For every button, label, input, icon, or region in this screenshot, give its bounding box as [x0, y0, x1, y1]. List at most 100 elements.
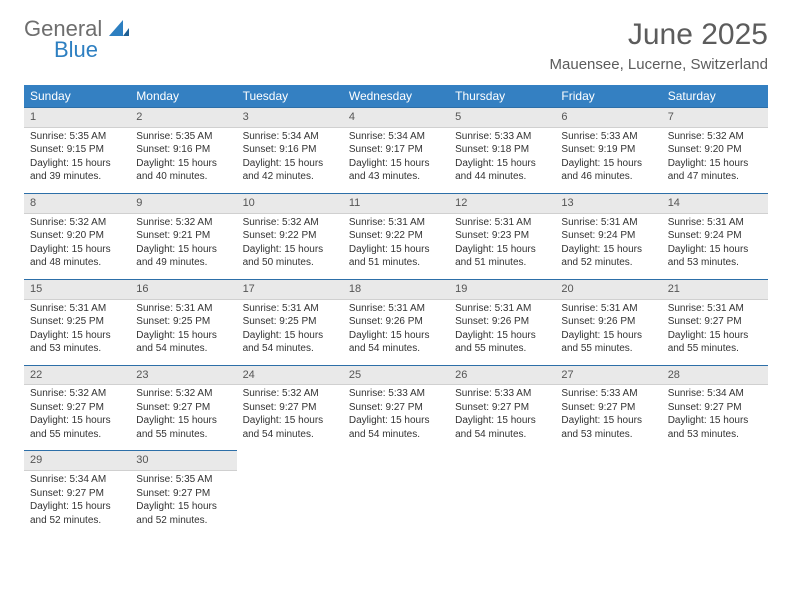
cell-daylight1: Daylight: 15 hours [136, 243, 230, 257]
cell-daylight2: and 53 minutes. [668, 256, 762, 270]
cell-sunset: Sunset: 9:23 PM [455, 229, 549, 243]
cell-daylight2: and 40 minutes. [136, 170, 230, 184]
cell-daylight2: and 48 minutes. [30, 256, 124, 270]
day-number-cell: 5 [449, 108, 555, 128]
cell-daylight1: Daylight: 15 hours [349, 157, 443, 171]
day-number-cell: 10 [237, 193, 343, 213]
cell-daylight2: and 52 minutes. [136, 514, 230, 528]
day-data-cell: Sunrise: 5:31 AMSunset: 9:25 PMDaylight:… [130, 299, 236, 365]
cell-sunrise: Sunrise: 5:31 AM [455, 216, 549, 230]
cell-daylight2: and 53 minutes. [30, 342, 124, 356]
day-number-cell: 18 [343, 279, 449, 299]
cell-sunset: Sunset: 9:15 PM [30, 143, 124, 157]
cell-sunset: Sunset: 9:27 PM [668, 401, 762, 415]
day-number-cell: 1 [24, 108, 130, 128]
cell-daylight1: Daylight: 15 hours [455, 414, 549, 428]
cell-daylight1: Daylight: 15 hours [561, 243, 655, 257]
day-data-cell: Sunrise: 5:34 AMSunset: 9:16 PMDaylight:… [237, 127, 343, 193]
page: General Blue June 2025 Mauensee, Lucerne… [0, 0, 792, 555]
logo: General Blue [24, 18, 129, 61]
cell-sunrise: Sunrise: 5:33 AM [561, 130, 655, 144]
day-number-cell: 19 [449, 279, 555, 299]
cell-sunset: Sunset: 9:20 PM [668, 143, 762, 157]
cell-sunrise: Sunrise: 5:33 AM [455, 387, 549, 401]
day-data-cell: Sunrise: 5:32 AMSunset: 9:27 PMDaylight:… [237, 385, 343, 451]
cell-daylight1: Daylight: 15 hours [349, 414, 443, 428]
cell-daylight2: and 54 minutes. [455, 428, 549, 442]
cell-daylight2: and 51 minutes. [455, 256, 549, 270]
cell-sunset: Sunset: 9:27 PM [349, 401, 443, 415]
cell-sunrise: Sunrise: 5:33 AM [455, 130, 549, 144]
cell-daylight1: Daylight: 15 hours [30, 243, 124, 257]
cell-daylight2: and 55 minutes. [561, 342, 655, 356]
day-number-cell: 13 [555, 193, 661, 213]
day-data-cell: Sunrise: 5:33 AMSunset: 9:19 PMDaylight:… [555, 127, 661, 193]
cell-sunset: Sunset: 9:19 PM [561, 143, 655, 157]
cell-daylight1: Daylight: 15 hours [668, 157, 762, 171]
day-data-cell: Sunrise: 5:31 AMSunset: 9:25 PMDaylight:… [237, 299, 343, 365]
day-number-cell [449, 451, 555, 471]
cell-daylight2: and 52 minutes. [30, 514, 124, 528]
day-number-cell: 20 [555, 279, 661, 299]
cell-sunrise: Sunrise: 5:32 AM [136, 387, 230, 401]
day-number-cell: 24 [237, 365, 343, 385]
cell-sunset: Sunset: 9:27 PM [668, 315, 762, 329]
col-friday: Friday [555, 85, 661, 108]
cell-daylight1: Daylight: 15 hours [668, 243, 762, 257]
day-data-cell [237, 471, 343, 537]
cell-sunset: Sunset: 9:24 PM [668, 229, 762, 243]
cell-sunrise: Sunrise: 5:32 AM [30, 387, 124, 401]
cell-sunrise: Sunrise: 5:33 AM [349, 387, 443, 401]
cell-sunrise: Sunrise: 5:34 AM [30, 473, 124, 487]
cell-sunset: Sunset: 9:26 PM [455, 315, 549, 329]
cell-sunrise: Sunrise: 5:35 AM [30, 130, 124, 144]
day-data-cell: Sunrise: 5:31 AMSunset: 9:24 PMDaylight:… [555, 213, 661, 279]
cell-sunset: Sunset: 9:21 PM [136, 229, 230, 243]
cell-daylight2: and 42 minutes. [243, 170, 337, 184]
cell-sunset: Sunset: 9:22 PM [349, 229, 443, 243]
daynum-row: 1234567 [24, 108, 768, 128]
data-row: Sunrise: 5:31 AMSunset: 9:25 PMDaylight:… [24, 299, 768, 365]
day-number-cell: 17 [237, 279, 343, 299]
day-data-cell: Sunrise: 5:31 AMSunset: 9:24 PMDaylight:… [662, 213, 768, 279]
cell-daylight1: Daylight: 15 hours [668, 329, 762, 343]
cell-daylight1: Daylight: 15 hours [30, 329, 124, 343]
cell-sunset: Sunset: 9:24 PM [561, 229, 655, 243]
cell-sunrise: Sunrise: 5:31 AM [455, 302, 549, 316]
cell-daylight1: Daylight: 15 hours [243, 329, 337, 343]
data-row: Sunrise: 5:34 AMSunset: 9:27 PMDaylight:… [24, 471, 768, 537]
cell-sunset: Sunset: 9:18 PM [455, 143, 549, 157]
day-number-cell: 8 [24, 193, 130, 213]
cell-sunset: Sunset: 9:22 PM [243, 229, 337, 243]
cell-sunrise: Sunrise: 5:34 AM [349, 130, 443, 144]
day-number-cell: 28 [662, 365, 768, 385]
cell-sunrise: Sunrise: 5:31 AM [349, 302, 443, 316]
cell-sunrise: Sunrise: 5:32 AM [668, 130, 762, 144]
cell-sunset: Sunset: 9:27 PM [136, 487, 230, 501]
day-number-cell: 7 [662, 108, 768, 128]
day-number-cell: 6 [555, 108, 661, 128]
cell-sunset: Sunset: 9:26 PM [561, 315, 655, 329]
cell-sunset: Sunset: 9:20 PM [30, 229, 124, 243]
cell-sunrise: Sunrise: 5:31 AM [561, 216, 655, 230]
cell-daylight2: and 54 minutes. [349, 428, 443, 442]
day-number-cell: 30 [130, 451, 236, 471]
day-data-cell: Sunrise: 5:32 AMSunset: 9:27 PMDaylight:… [130, 385, 236, 451]
cell-daylight2: and 52 minutes. [561, 256, 655, 270]
day-number-cell: 12 [449, 193, 555, 213]
col-tuesday: Tuesday [237, 85, 343, 108]
header: General Blue June 2025 Mauensee, Lucerne… [24, 18, 768, 73]
calendar-table: Sunday Monday Tuesday Wednesday Thursday… [24, 85, 768, 537]
cell-daylight1: Daylight: 15 hours [136, 500, 230, 514]
cell-daylight2: and 49 minutes. [136, 256, 230, 270]
cell-sunset: Sunset: 9:27 PM [30, 487, 124, 501]
cell-daylight1: Daylight: 15 hours [136, 414, 230, 428]
day-data-cell [662, 471, 768, 537]
day-data-cell: Sunrise: 5:31 AMSunset: 9:26 PMDaylight:… [343, 299, 449, 365]
cell-sunrise: Sunrise: 5:31 AM [243, 302, 337, 316]
day-data-cell: Sunrise: 5:33 AMSunset: 9:27 PMDaylight:… [555, 385, 661, 451]
cell-daylight1: Daylight: 15 hours [243, 243, 337, 257]
day-number-cell: 9 [130, 193, 236, 213]
cell-daylight1: Daylight: 15 hours [455, 329, 549, 343]
day-number-cell [555, 451, 661, 471]
